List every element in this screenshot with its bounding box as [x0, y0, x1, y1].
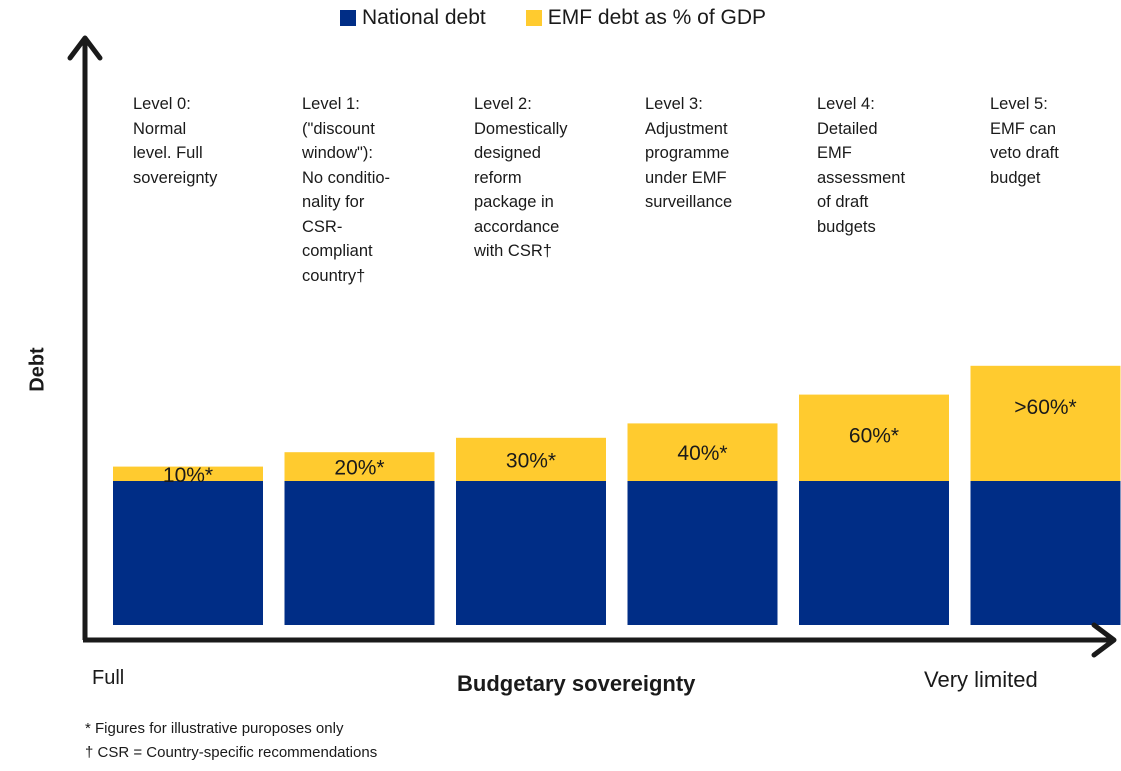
x-axis-label: Budgetary sovereignty — [457, 671, 696, 696]
legend-swatch-emf-debt — [525, 10, 542, 26]
level-4-label: Level 4: Detailed EMF assessment of draf… — [817, 95, 906, 236]
data-label-0: 10%* — [163, 464, 213, 487]
data-label-4: 60%* — [849, 425, 899, 448]
bar-national-debt-3 — [627, 481, 778, 625]
bar-emf-debt-3 — [627, 423, 778, 481]
level-3-label: Level 3: Adjustment programme under EMF … — [645, 95, 733, 211]
level-0-label: Level 0: Normal level. Full sovereignty — [133, 95, 218, 187]
data-label-5: >60%* — [1014, 396, 1076, 419]
y-axis-label: Debt — [26, 347, 49, 392]
footnote-csr: † CSR = Country-specific recommendations — [85, 744, 378, 761]
level-5-label: Level 5: EMF can veto draft budget — [990, 95, 1059, 187]
legend-item-national-debt: National debt — [340, 6, 486, 30]
footnote-illustrative: * Figures for illustrative puroposes onl… — [85, 720, 344, 737]
legend-label-national-debt: National debt — [362, 6, 486, 29]
legend-item-emf-debt: EMF debt as % of GDP — [525, 6, 767, 30]
legend: National debt EMF debt as % of GDP — [340, 6, 766, 30]
bar-national-debt-5 — [970, 481, 1121, 625]
data-label-1: 20%* — [334, 457, 384, 480]
bar-national-debt-2 — [456, 481, 606, 625]
x-axis-right-label: Very limited — [924, 667, 1038, 692]
bar-emf-debt-5 — [970, 365, 1121, 481]
data-label-3: 40%* — [677, 442, 727, 465]
legend-swatch-national-debt — [340, 10, 356, 26]
level-1-label: Level 1: ("discount window"): No conditi… — [302, 95, 391, 285]
bar-emf-debt-4 — [799, 394, 949, 481]
bar-emf-debt-2 — [456, 437, 606, 481]
x-axis-left-label: Full — [92, 667, 125, 689]
x-axis-arrowhead — [1091, 622, 1117, 658]
bar-emf-debt-1 — [284, 452, 435, 481]
bar-national-debt-1 — [284, 481, 435, 625]
legend-label-emf-debt: EMF debt as % of GDP — [547, 6, 767, 29]
y-axis-arrowhead — [67, 35, 103, 61]
bar-national-debt-0 — [113, 481, 263, 625]
data-label-2: 30%* — [506, 449, 556, 472]
bar-national-debt-4 — [799, 481, 949, 625]
level-2-label: Level 2: Domestically designed reform pa… — [474, 95, 568, 260]
bar-emf-debt-0 — [113, 466, 263, 481]
